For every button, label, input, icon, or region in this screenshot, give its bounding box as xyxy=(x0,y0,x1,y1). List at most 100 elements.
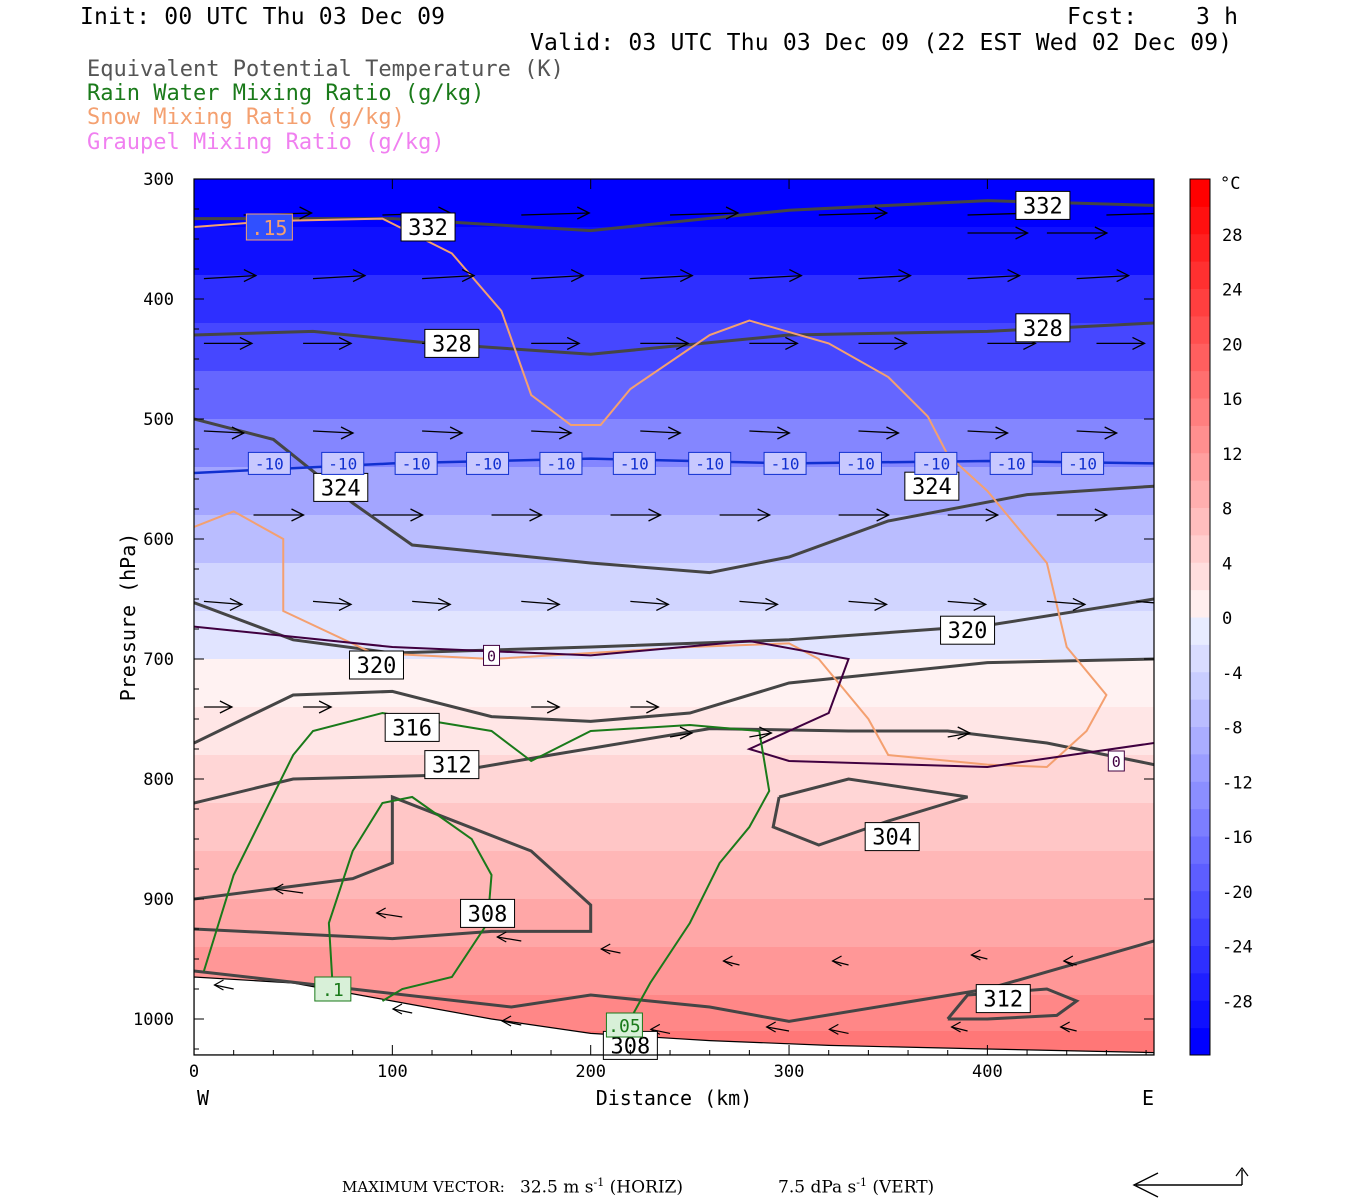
temperature-band xyxy=(194,371,1154,420)
temperature-band xyxy=(194,515,1154,564)
wind-vector xyxy=(203,269,258,283)
wind-vector xyxy=(496,931,522,943)
temperature-band xyxy=(194,851,1154,900)
isotherm-label-box xyxy=(394,451,438,475)
colorbar-band xyxy=(1190,370,1210,399)
wind-vector xyxy=(848,597,888,611)
wind-vector xyxy=(203,426,246,440)
colorbar-tick-label: -16 xyxy=(1222,828,1253,848)
theta-e-label: 316 xyxy=(392,716,432,741)
wind-vector xyxy=(749,336,799,350)
colorbar-tick-label: 12 xyxy=(1222,445,1242,465)
x-tick-label: 300 xyxy=(774,1062,805,1082)
isotherm-label: -10 xyxy=(328,454,357,473)
wind-vector-shaft xyxy=(947,732,970,738)
wind-vector-head xyxy=(985,508,1000,522)
wind-vector-shaft xyxy=(832,960,849,966)
wind-vector-head xyxy=(318,700,333,714)
colorbar-band xyxy=(1190,1027,1210,1056)
valid-time: Valid: 03 UTC Thu 03 Dec 09 (22 EST Wed … xyxy=(530,30,1233,56)
wind-vector-head xyxy=(828,1023,839,1035)
colorbar-tick-label: -24 xyxy=(1222,938,1253,958)
isotherm-label-box xyxy=(763,451,807,475)
wind-vector xyxy=(1136,598,1174,610)
colorbar-band xyxy=(1190,589,1210,618)
wind-vector-shaft xyxy=(214,984,234,990)
wind-vector-head xyxy=(1007,269,1022,283)
wind-vector xyxy=(422,269,476,283)
x-axis-label: Distance (km) xyxy=(596,1086,753,1110)
colorbar: 28 24 20 16 12 8 4 0 -4 -8 -12 -16 -20 -24 -28 °C xyxy=(1189,174,1253,1056)
wind-vector xyxy=(765,1021,790,1033)
wind-vector xyxy=(749,726,773,740)
wind-vector-head xyxy=(1132,336,1146,350)
wind-vector-shaft xyxy=(670,212,739,216)
theta-e-label-box xyxy=(424,328,480,358)
colorbar-band xyxy=(1190,288,1210,317)
wind-vector-head xyxy=(273,883,284,895)
y-tick-label: 400 xyxy=(143,290,174,310)
wind-vector-head xyxy=(1015,226,1030,240)
wind-vector-shaft xyxy=(203,274,256,280)
wind-vector-shaft xyxy=(203,600,242,606)
max-vector-vert: 7.5 dPa s-1 (VERT) xyxy=(778,1176,935,1198)
colorbar-band xyxy=(1190,1000,1210,1029)
isotherm-label-box xyxy=(838,451,882,475)
colorbar-band xyxy=(1190,206,1210,235)
wind-vector-head xyxy=(437,597,452,611)
isotherm-label-box xyxy=(612,451,656,475)
wind-vector-head xyxy=(338,336,353,350)
wind-vector-head xyxy=(957,726,972,740)
rain-label: .1 xyxy=(322,980,344,1001)
theta-e-label: 312 xyxy=(983,988,1023,1013)
wind-vector-head xyxy=(1059,1021,1070,1033)
wind-vector-shaft xyxy=(640,430,681,434)
wind-vector xyxy=(273,883,304,895)
wind-vector xyxy=(203,700,234,714)
colorbar-band xyxy=(1190,836,1210,864)
wind-vector-head xyxy=(759,726,773,740)
wind-vector xyxy=(947,508,1000,522)
wind-vector xyxy=(739,597,779,611)
wind-vector-head xyxy=(1162,207,1174,219)
colorbar-band xyxy=(1190,452,1210,481)
wind-vector xyxy=(531,700,561,714)
wind-vector-shaft xyxy=(1076,430,1117,434)
temperature-band xyxy=(194,659,1154,708)
wind-vector-head xyxy=(291,508,305,522)
temperature-band xyxy=(194,899,1154,948)
forecast-label: Fcst: xyxy=(1067,4,1138,30)
wind-vector xyxy=(1059,1021,1077,1033)
theta-e-label-box xyxy=(904,471,960,501)
theta-e-contour xyxy=(194,727,1154,805)
wind-vector xyxy=(312,597,353,611)
plot-frame xyxy=(193,178,1155,1056)
colorbar-band xyxy=(1190,753,1210,782)
wind-vector-head xyxy=(886,426,900,440)
wind-vector-head xyxy=(679,269,694,283)
wind-vector-head xyxy=(1162,598,1174,610)
wind-vector-shaft xyxy=(501,1020,522,1026)
legend-rain: Rain Water Mixing Ratio (g/kg) xyxy=(87,81,485,106)
y-tick-label: 600 xyxy=(143,530,174,550)
theta-e-contour xyxy=(194,657,1154,745)
wind-vector-shaft xyxy=(1060,1026,1077,1032)
theta-e-contour xyxy=(194,417,1154,575)
wind-vector-head xyxy=(656,597,670,611)
wind-vector xyxy=(858,426,900,440)
wind-vector xyxy=(375,907,403,919)
theta-e-label: 332 xyxy=(1023,194,1063,219)
wind-vector xyxy=(213,979,234,991)
wind-vector xyxy=(303,700,333,714)
wind-vector-shaft xyxy=(1136,600,1154,604)
wind-vector-head xyxy=(725,206,740,220)
isotherm-zero-label-box xyxy=(1107,750,1125,772)
colorbar-band xyxy=(1190,343,1210,372)
wind-vector-head xyxy=(496,931,507,943)
isotherm-label: -10 xyxy=(846,454,875,473)
wind-vector-head xyxy=(600,943,611,955)
wind-vector-head xyxy=(500,1015,512,1027)
wind-vector-head xyxy=(340,426,355,440)
colorbar-band xyxy=(1190,726,1210,755)
